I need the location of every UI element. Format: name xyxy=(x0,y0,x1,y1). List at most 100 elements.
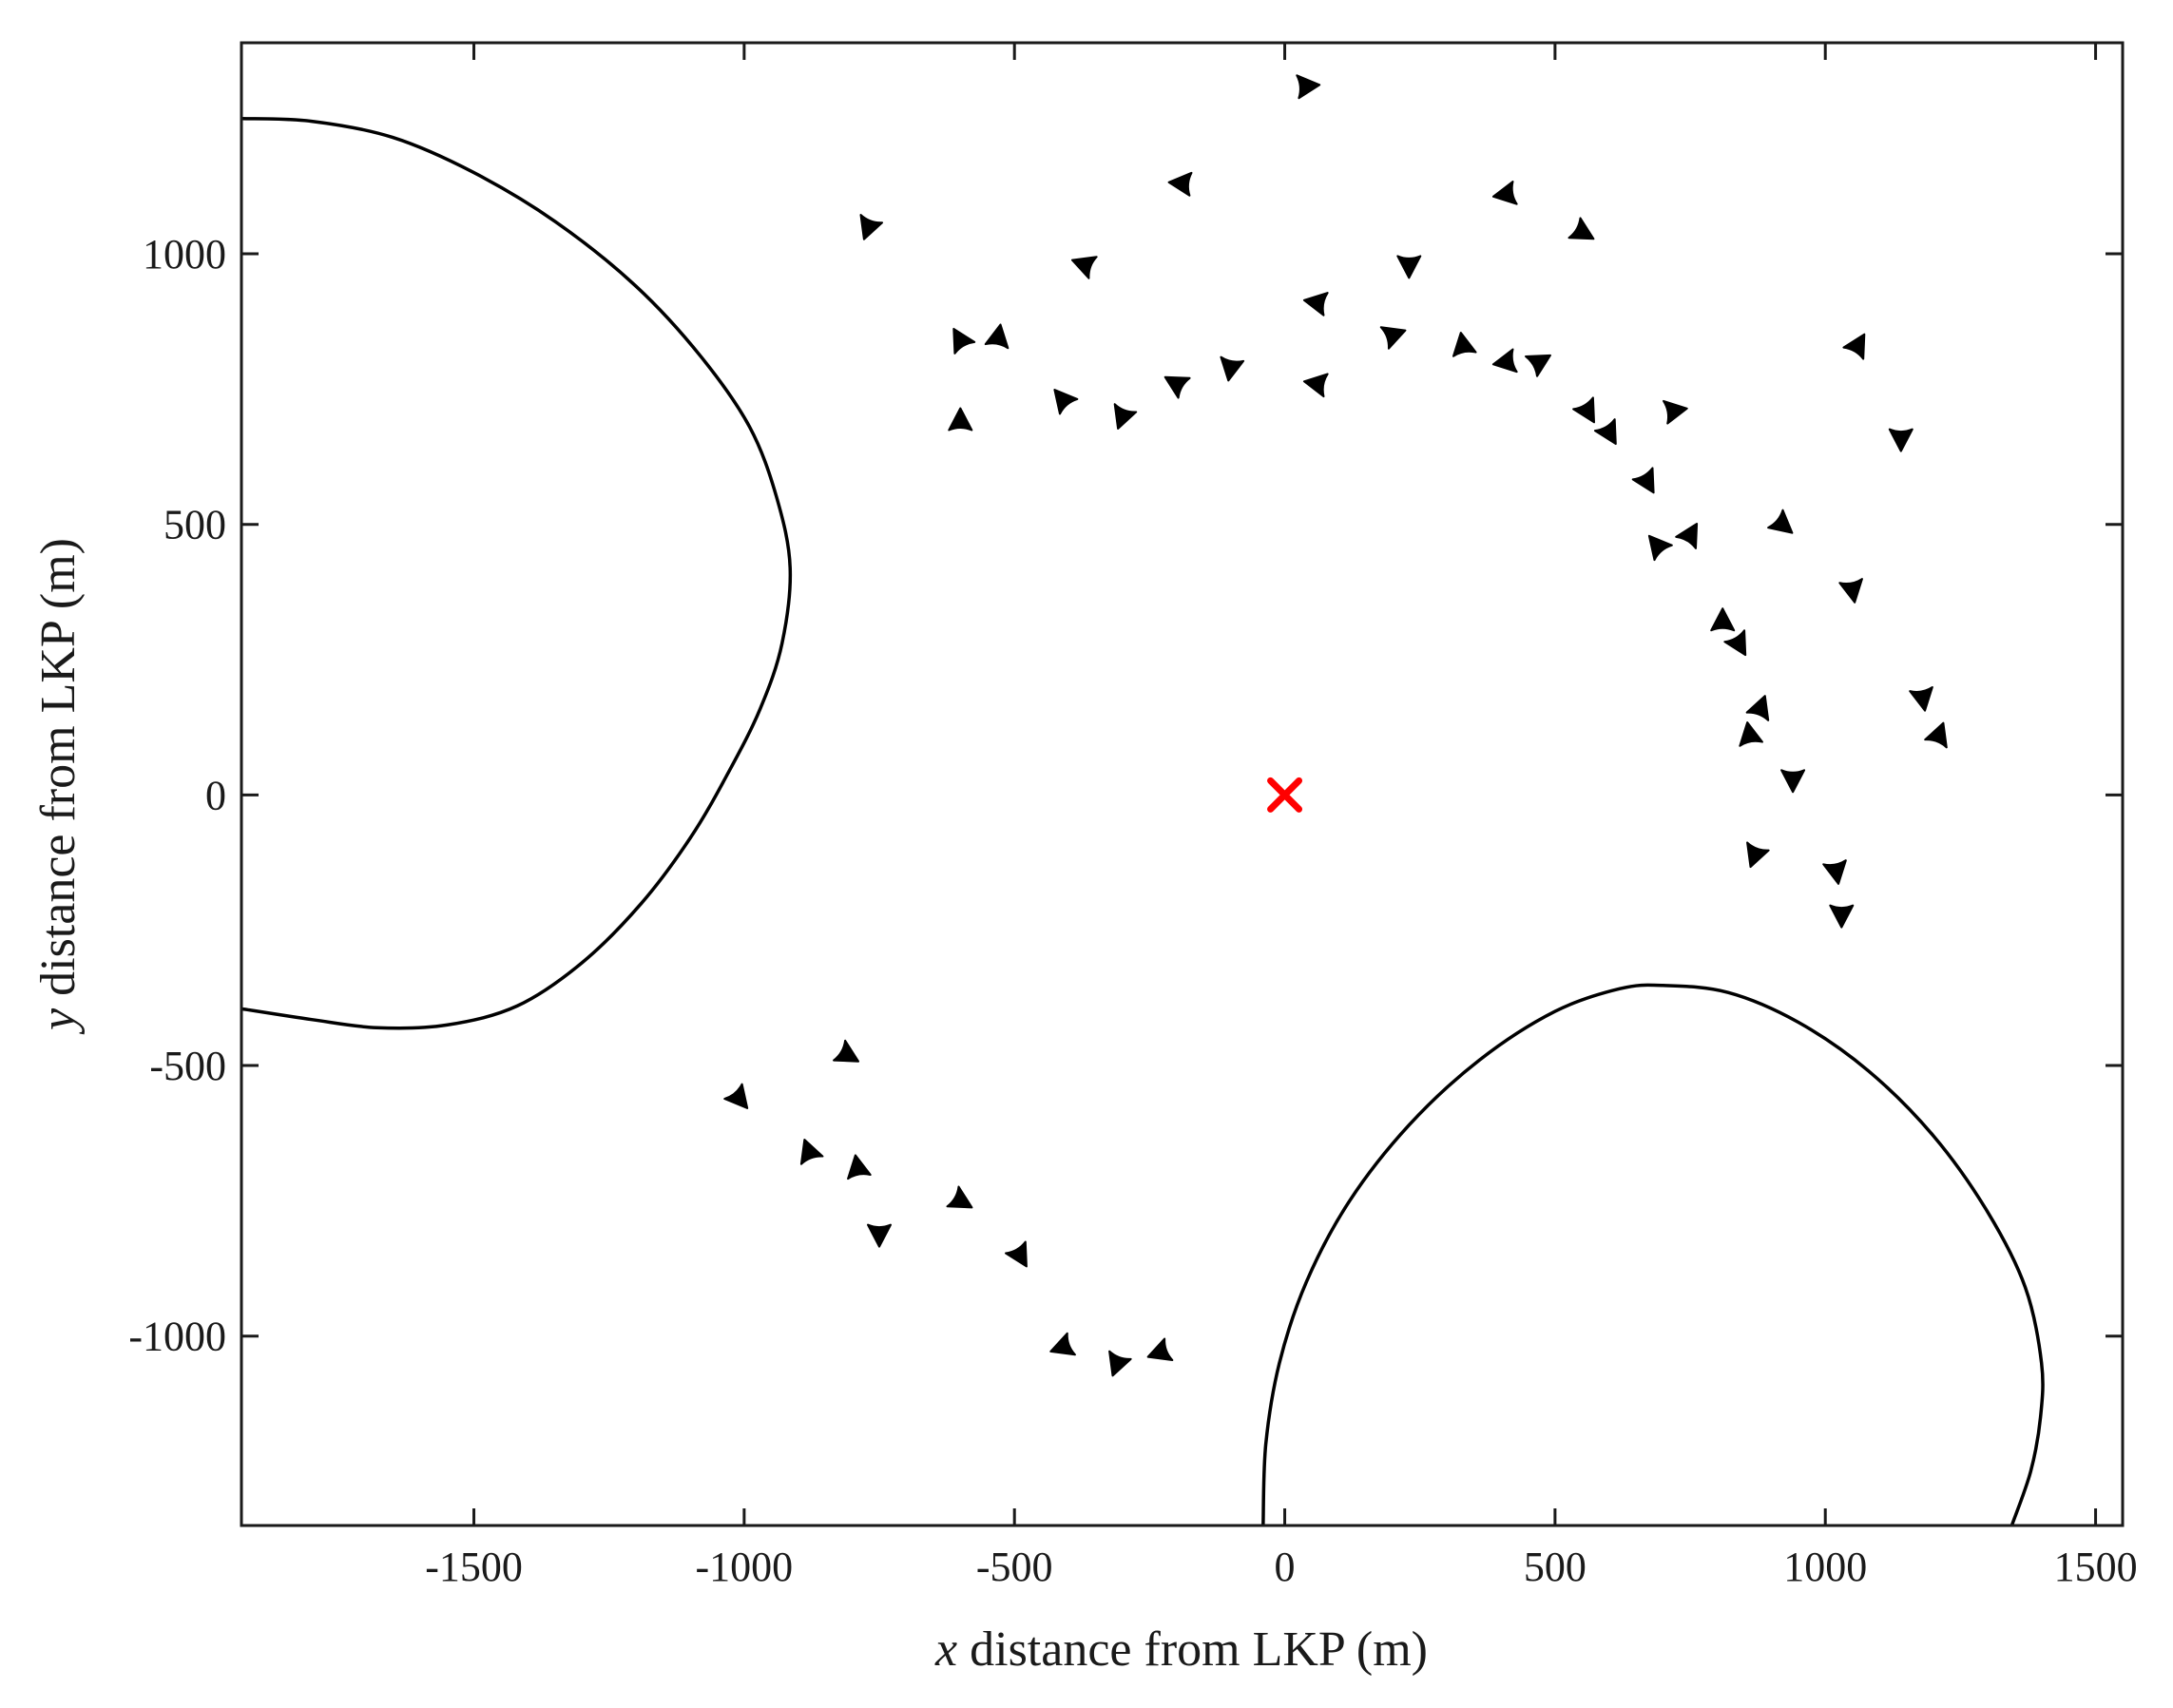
agent-marker xyxy=(1113,403,1138,430)
agent-marker xyxy=(1525,354,1551,377)
agent-marker xyxy=(1924,721,1948,749)
agent-marker xyxy=(1491,181,1518,205)
agent-marker xyxy=(1567,217,1595,240)
agent-marker-shape xyxy=(1723,629,1747,657)
agent-marker-shape xyxy=(1572,396,1595,424)
y-tick-label: -1000 xyxy=(128,1314,226,1360)
agent-marker xyxy=(1593,418,1617,446)
agent-marker-shape xyxy=(1525,354,1551,377)
agent-marker-shape xyxy=(1829,904,1855,929)
agent-marker xyxy=(847,1154,872,1180)
y-tick-label: 1000 xyxy=(143,231,226,278)
y-tick-label: 0 xyxy=(205,772,226,818)
agent-marker-shape xyxy=(1491,181,1518,205)
agent-marker xyxy=(1663,399,1688,425)
x-tick-label: 0 xyxy=(1275,1544,1296,1590)
agent-marker xyxy=(1631,467,1655,494)
agent-marker xyxy=(1647,534,1673,562)
agent-markers-layer xyxy=(723,74,1948,1377)
agent-marker xyxy=(1296,74,1321,100)
agent-marker xyxy=(984,323,1010,350)
agent-marker xyxy=(952,327,976,355)
agent-marker-shape xyxy=(1838,578,1863,604)
agent-marker-shape xyxy=(1924,721,1948,749)
agent-marker-shape xyxy=(1220,355,1245,382)
agent-marker xyxy=(1746,841,1770,869)
agent-marker-shape xyxy=(1396,255,1422,279)
agent-marker-shape xyxy=(1780,769,1806,794)
x-tick-label: 500 xyxy=(1524,1544,1586,1590)
ticks-layer xyxy=(241,43,2123,1526)
agent-marker xyxy=(723,1083,749,1109)
agent-marker xyxy=(1745,695,1770,721)
y-tick-label: -500 xyxy=(149,1043,226,1089)
agent-marker xyxy=(1491,348,1518,374)
agent-marker xyxy=(1220,355,1245,382)
agent-marker xyxy=(833,1039,860,1063)
agent-marker-shape xyxy=(948,407,973,432)
agent-marker xyxy=(867,1223,892,1248)
agent-marker xyxy=(1379,326,1407,350)
agent-marker-shape xyxy=(1842,333,1866,360)
agent-marker-shape xyxy=(1049,1332,1076,1356)
agent-marker-shape xyxy=(867,1223,892,1248)
agent-marker-shape xyxy=(859,214,884,240)
agent-marker xyxy=(1005,1240,1028,1268)
agent-marker-shape xyxy=(952,327,976,355)
agent-marker-shape xyxy=(1163,375,1191,399)
agent-marker xyxy=(1842,333,1866,360)
agent-marker-shape xyxy=(1593,418,1617,446)
agent-marker xyxy=(1838,578,1863,604)
agent-marker xyxy=(859,214,884,240)
agent-marker-shape xyxy=(1710,607,1736,632)
y-axis-label-text: distance from LKP (m) xyxy=(31,538,86,1008)
agent-marker-shape xyxy=(1745,695,1770,721)
agent-marker-shape xyxy=(1167,171,1193,197)
y-tick-label: 500 xyxy=(163,502,226,548)
agent-marker xyxy=(1167,171,1193,197)
x-tick-label: -1500 xyxy=(425,1544,523,1590)
x-tick-label: 1000 xyxy=(1783,1544,1867,1590)
agent-marker xyxy=(946,1185,973,1209)
agent-marker xyxy=(1053,389,1079,415)
agent-marker-shape xyxy=(723,1083,749,1109)
agent-marker xyxy=(1163,375,1191,399)
agent-marker-shape xyxy=(1302,292,1329,317)
agent-marker-shape xyxy=(1631,467,1655,494)
boundary-curve-2 xyxy=(1261,983,2045,1526)
agent-marker-shape xyxy=(1491,348,1518,374)
agent-marker-shape xyxy=(1113,403,1138,430)
plot-frame xyxy=(240,41,2125,1527)
agent-marker-shape xyxy=(847,1154,872,1180)
agent-marker xyxy=(1452,332,1477,357)
agent-marker xyxy=(1396,255,1422,279)
agent-marker xyxy=(948,407,973,432)
agent-marker-shape xyxy=(1746,841,1770,869)
agent-marker-shape xyxy=(1739,721,1763,747)
agent-marker xyxy=(1146,1337,1174,1361)
agent-marker-shape xyxy=(1053,389,1079,415)
agent-marker xyxy=(1780,769,1806,794)
agent-marker-shape xyxy=(1379,326,1407,350)
lkp-marker-layer xyxy=(1267,777,1303,813)
x-tick-label: -1000 xyxy=(696,1544,794,1590)
agent-marker-shape xyxy=(833,1039,860,1063)
agent-marker xyxy=(1829,904,1855,929)
x-axis-variable: x xyxy=(934,1622,957,1677)
x-axis-label: x distance from LKP (m) xyxy=(934,1622,1428,1677)
agent-marker-shape xyxy=(1647,534,1673,562)
boundaries-layer xyxy=(241,116,2045,1526)
lkp-marker xyxy=(1267,777,1303,813)
agent-marker xyxy=(1739,721,1763,747)
agent-marker xyxy=(1909,685,1933,712)
agent-marker-shape xyxy=(799,1139,824,1165)
agent-marker xyxy=(1070,256,1098,279)
agent-marker-shape xyxy=(1909,685,1933,712)
agent-marker-shape xyxy=(984,323,1010,350)
agent-marker-shape xyxy=(1822,859,1847,885)
agent-marker-shape xyxy=(1296,74,1321,100)
agent-marker-shape xyxy=(1888,428,1913,452)
agent-marker xyxy=(1888,428,1913,452)
agent-marker xyxy=(1767,509,1794,534)
x-tick-label: -500 xyxy=(976,1544,1053,1590)
